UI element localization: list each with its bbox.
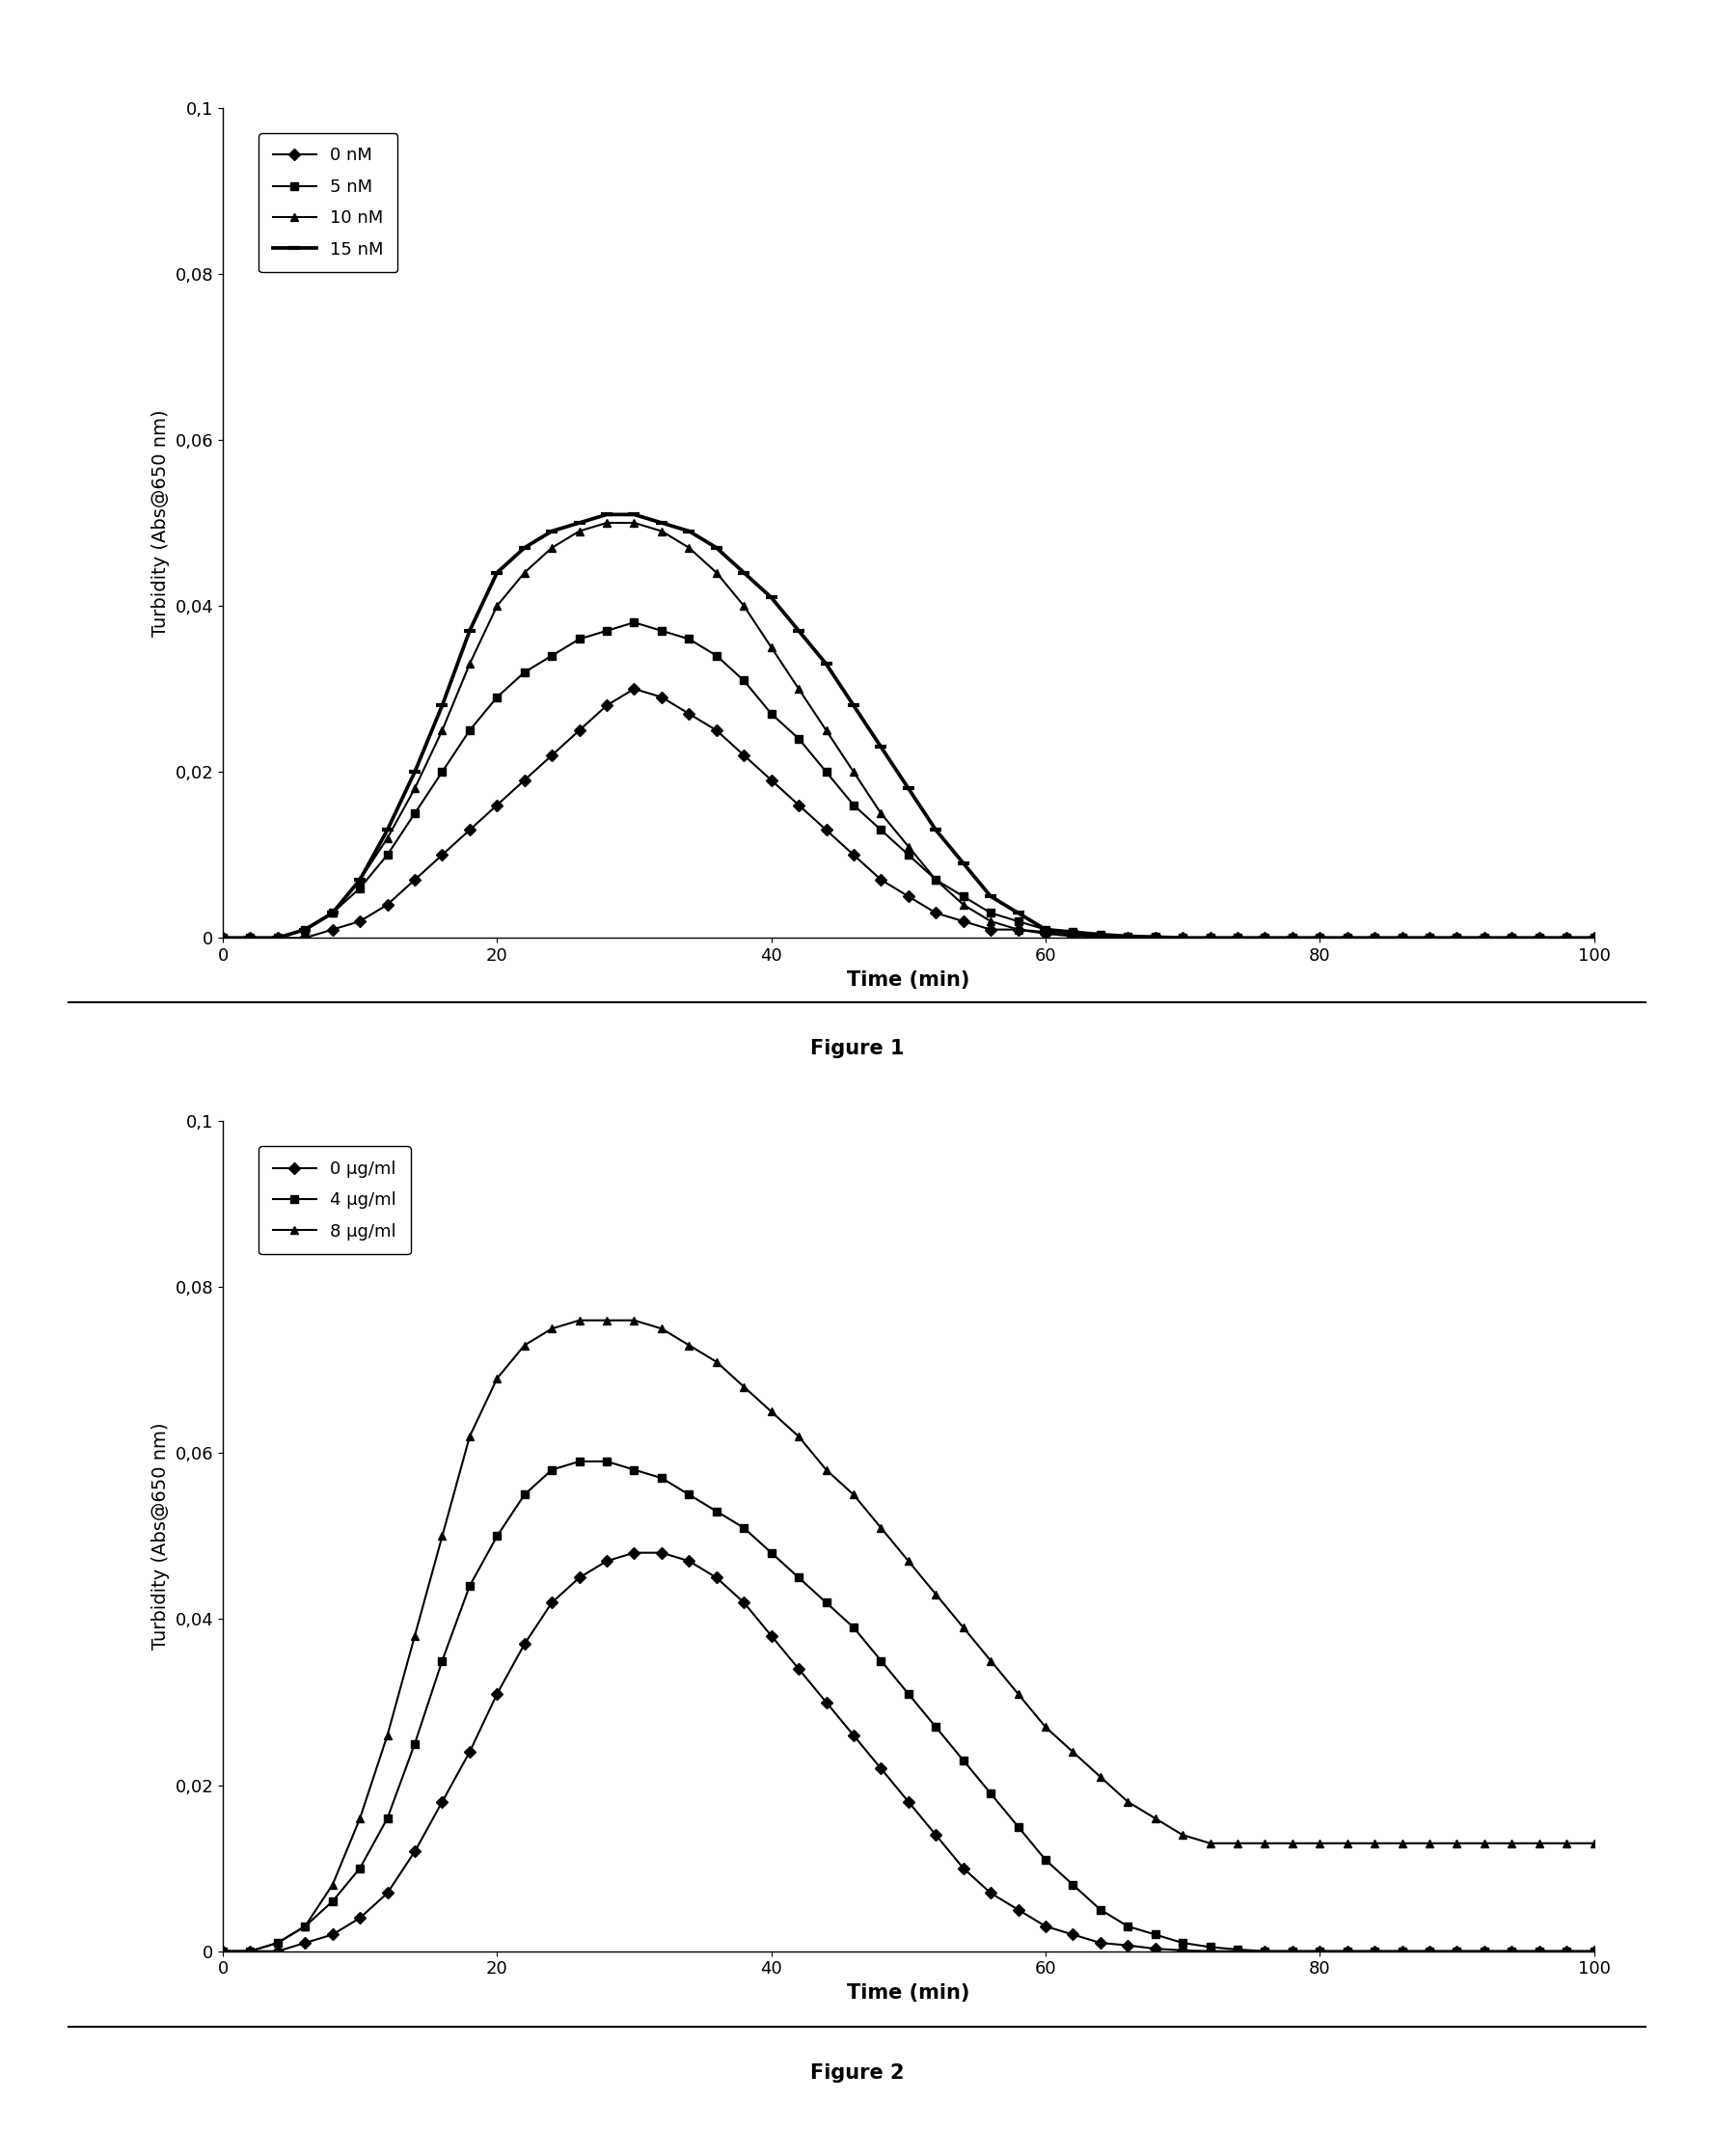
10 nM [514,561,535,586]
Text: Figure 2: Figure 2 [811,2063,903,2083]
5 nM [1227,925,1248,951]
8 μg/ml [651,1315,672,1341]
X-axis label: Time (min): Time (min) [847,1984,970,2003]
5 nM [1556,925,1577,951]
Line: 5 nM: 5 nM [219,619,1597,942]
10 nM [651,517,672,543]
8 μg/ml [1584,1830,1604,1856]
Y-axis label: Turbidity (Abs@650 nm): Turbidity (Abs@650 nm) [151,1423,170,1649]
4 μg/ml [651,1466,672,1492]
8 μg/ml [679,1332,699,1358]
0 nM [1584,925,1604,951]
0 nM [651,683,672,709]
5 nM [1145,925,1166,951]
0 μg/ml [1227,1938,1248,1964]
0 μg/ml [651,1539,672,1565]
8 μg/ml [1227,1830,1248,1856]
15 nM [1584,925,1604,951]
10 nM [596,509,617,535]
8 μg/ml [213,1938,233,1964]
8 μg/ml [1145,1805,1166,1830]
10 nM [1145,925,1166,951]
10 nM [1227,925,1248,951]
10 nM [679,535,699,561]
0 μg/ml [213,1938,233,1964]
8 μg/ml [1556,1830,1577,1856]
8 μg/ml [514,1332,535,1358]
5 nM [1584,925,1604,951]
4 μg/ml [1556,1938,1577,1964]
Line: 0 nM: 0 nM [219,686,1597,942]
Text: Figure 1: Figure 1 [811,1039,903,1059]
Legend: 0 μg/ml, 4 μg/ml, 8 μg/ml: 0 μg/ml, 4 μg/ml, 8 μg/ml [259,1147,411,1255]
10 nM [1584,925,1604,951]
Line: 15 nM: 15 nM [216,509,1601,944]
0 μg/ml [624,1539,644,1565]
4 μg/ml [679,1481,699,1507]
0 μg/ml [679,1548,699,1574]
Line: 10 nM: 10 nM [219,520,1597,942]
5 nM [679,625,699,651]
Line: 0 μg/ml: 0 μg/ml [219,1548,1597,1955]
4 μg/ml [569,1449,590,1475]
4 μg/ml [213,1938,233,1964]
0 nM [624,677,644,703]
15 nM [514,535,535,561]
4 μg/ml [1227,1936,1248,1962]
0 nM [1227,925,1248,951]
0 nM [679,701,699,727]
5 nM [651,619,672,645]
X-axis label: Time (min): Time (min) [847,970,970,990]
Line: 4 μg/ml: 4 μg/ml [219,1457,1597,1955]
4 μg/ml [1584,1938,1604,1964]
Y-axis label: Turbidity (Abs@650 nm): Turbidity (Abs@650 nm) [151,410,170,636]
5 nM [624,610,644,636]
0 nM [1556,925,1577,951]
5 nM [213,925,233,951]
15 nM [596,502,617,528]
4 μg/ml [514,1481,535,1507]
Line: 8 μg/ml: 8 μg/ml [219,1317,1597,1955]
5 nM [514,660,535,686]
15 nM [679,517,699,543]
8 μg/ml [569,1307,590,1332]
0 nM [1145,925,1166,951]
Legend: 0 nM, 5 nM, 10 nM, 15 nM: 0 nM, 5 nM, 10 nM, 15 nM [259,134,398,272]
0 μg/ml [514,1632,535,1658]
15 nM [213,925,233,951]
0 nM [514,768,535,793]
0 μg/ml [1556,1938,1577,1964]
15 nM [651,509,672,535]
0 nM [213,925,233,951]
0 μg/ml [1145,1936,1166,1962]
4 μg/ml [1145,1921,1166,1947]
15 nM [1145,925,1166,951]
15 nM [1227,925,1248,951]
15 nM [1556,925,1577,951]
10 nM [213,925,233,951]
0 μg/ml [1584,1938,1604,1964]
10 nM [1556,925,1577,951]
